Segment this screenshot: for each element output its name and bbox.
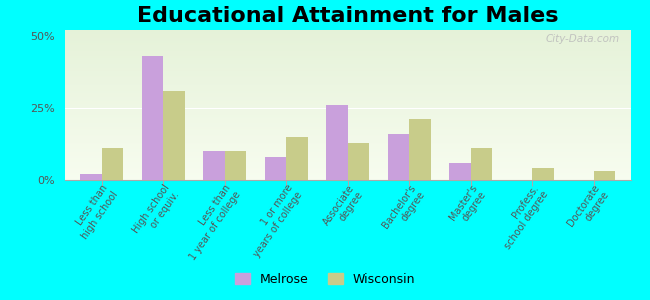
Bar [410,119,431,180]
Bar [471,148,492,180]
Text: Associate
degree: Associate degree [321,183,365,234]
Bar [163,91,185,180]
Bar [593,171,615,180]
Text: Profess.
school degree: Profess. school degree [493,183,550,251]
Bar [265,157,286,180]
Text: High school
or equiv.: High school or equiv. [131,183,181,242]
Bar [348,142,369,180]
Bar [532,169,554,180]
Bar [142,56,163,180]
Bar [81,174,102,180]
Title: Educational Attainment for Males: Educational Attainment for Males [137,6,558,26]
Bar [203,151,225,180]
Bar [225,151,246,180]
Text: Bachelor's
degree: Bachelor's degree [380,183,427,237]
Text: Less than
high school: Less than high school [70,183,120,241]
Bar [286,137,308,180]
Legend: Melrose, Wisconsin: Melrose, Wisconsin [230,268,420,291]
Text: City-Data.com: City-Data.com [545,34,619,44]
Text: Master's
degree: Master's degree [447,183,488,229]
Bar [387,134,410,180]
Text: Doctorate
degree: Doctorate degree [566,183,611,235]
Text: Less than
1 year of college: Less than 1 year of college [178,183,242,262]
Bar [102,148,124,180]
Bar [326,105,348,180]
Bar [449,163,471,180]
Text: 1 or more
years of college: 1 or more years of college [242,183,304,259]
